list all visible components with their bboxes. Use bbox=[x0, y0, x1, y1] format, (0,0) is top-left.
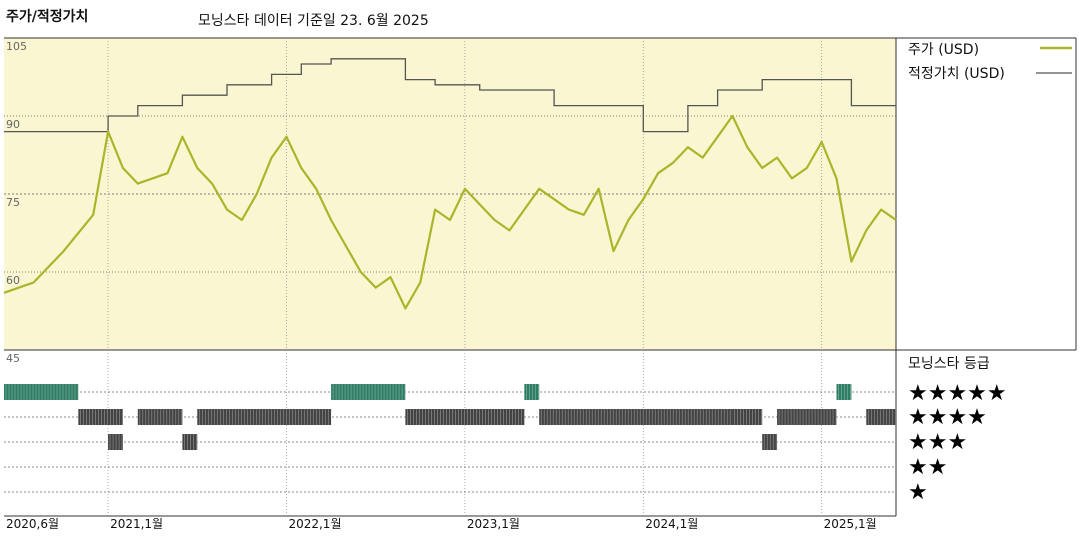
rating-bar-5-star bbox=[836, 384, 852, 400]
rating-bar-3-star bbox=[762, 434, 778, 450]
rating-bar-3-star bbox=[182, 434, 198, 450]
four-star-label: ★★★★ bbox=[908, 405, 987, 430]
rating-legend-title: 모닝스타 등급 bbox=[908, 356, 990, 372]
rating-bar-5-star bbox=[524, 384, 540, 400]
chart-title: 주가/적정가치 bbox=[6, 9, 89, 25]
rating-bar-4-star bbox=[137, 409, 183, 425]
two-star-label: ★★ bbox=[908, 455, 947, 480]
price-line bbox=[3, 114, 897, 310]
x-tick-label: 2021,1월 bbox=[110, 517, 163, 531]
rating-bars bbox=[4, 384, 896, 450]
rating-bar-4-star bbox=[866, 409, 896, 425]
rating-bar-4-star bbox=[777, 409, 837, 425]
y-tick-label: 75 bbox=[6, 196, 20, 209]
rating-bar-4-star bbox=[405, 409, 525, 425]
three-star-label: ★★★ bbox=[908, 430, 967, 455]
y-tick-labels: 105 90 75 60 45 bbox=[6, 40, 27, 365]
legend-fair-label: 적정가치 (USD) bbox=[908, 66, 1005, 82]
y-tick-label: 45 bbox=[6, 352, 20, 365]
rating-bar-5-star bbox=[331, 384, 406, 400]
x-tick-label: 2025,1월 bbox=[824, 517, 877, 531]
y-tick-label: 90 bbox=[6, 118, 20, 131]
x-tick-label: 2022,1월 bbox=[288, 517, 341, 531]
x-tick-label: 2020,6월 bbox=[6, 517, 59, 531]
y-tick-label: 60 bbox=[6, 274, 20, 287]
data-date-subtitle: 모닝스타 데이터 기준일 23. 6월 2025 bbox=[198, 13, 429, 29]
y-tick-label: 105 bbox=[6, 40, 27, 53]
rating-bar-4-star bbox=[197, 409, 332, 425]
gridlines bbox=[4, 38, 896, 516]
rating-bar-4-star bbox=[78, 409, 123, 425]
rating-bar-3-star bbox=[108, 434, 123, 450]
rating-bar-5-star bbox=[4, 384, 79, 400]
x-tick-label: 2023,1월 bbox=[467, 517, 520, 531]
fair-value-line bbox=[4, 58, 896, 133]
x-tick-label: 2024,1월 bbox=[645, 517, 698, 531]
one-star-label: ★ bbox=[908, 480, 928, 505]
x-tick-labels: 2020,6월 2021,1월 2022,1월 2023,1월 2024,1월 2025,… bbox=[6, 517, 877, 531]
five-star-label: ★★★★★ bbox=[908, 381, 1007, 406]
legend-price-label: 주가 (USD) bbox=[908, 42, 979, 58]
rating-bar-4-star bbox=[539, 409, 733, 425]
rating-bar-4-star bbox=[732, 409, 763, 425]
